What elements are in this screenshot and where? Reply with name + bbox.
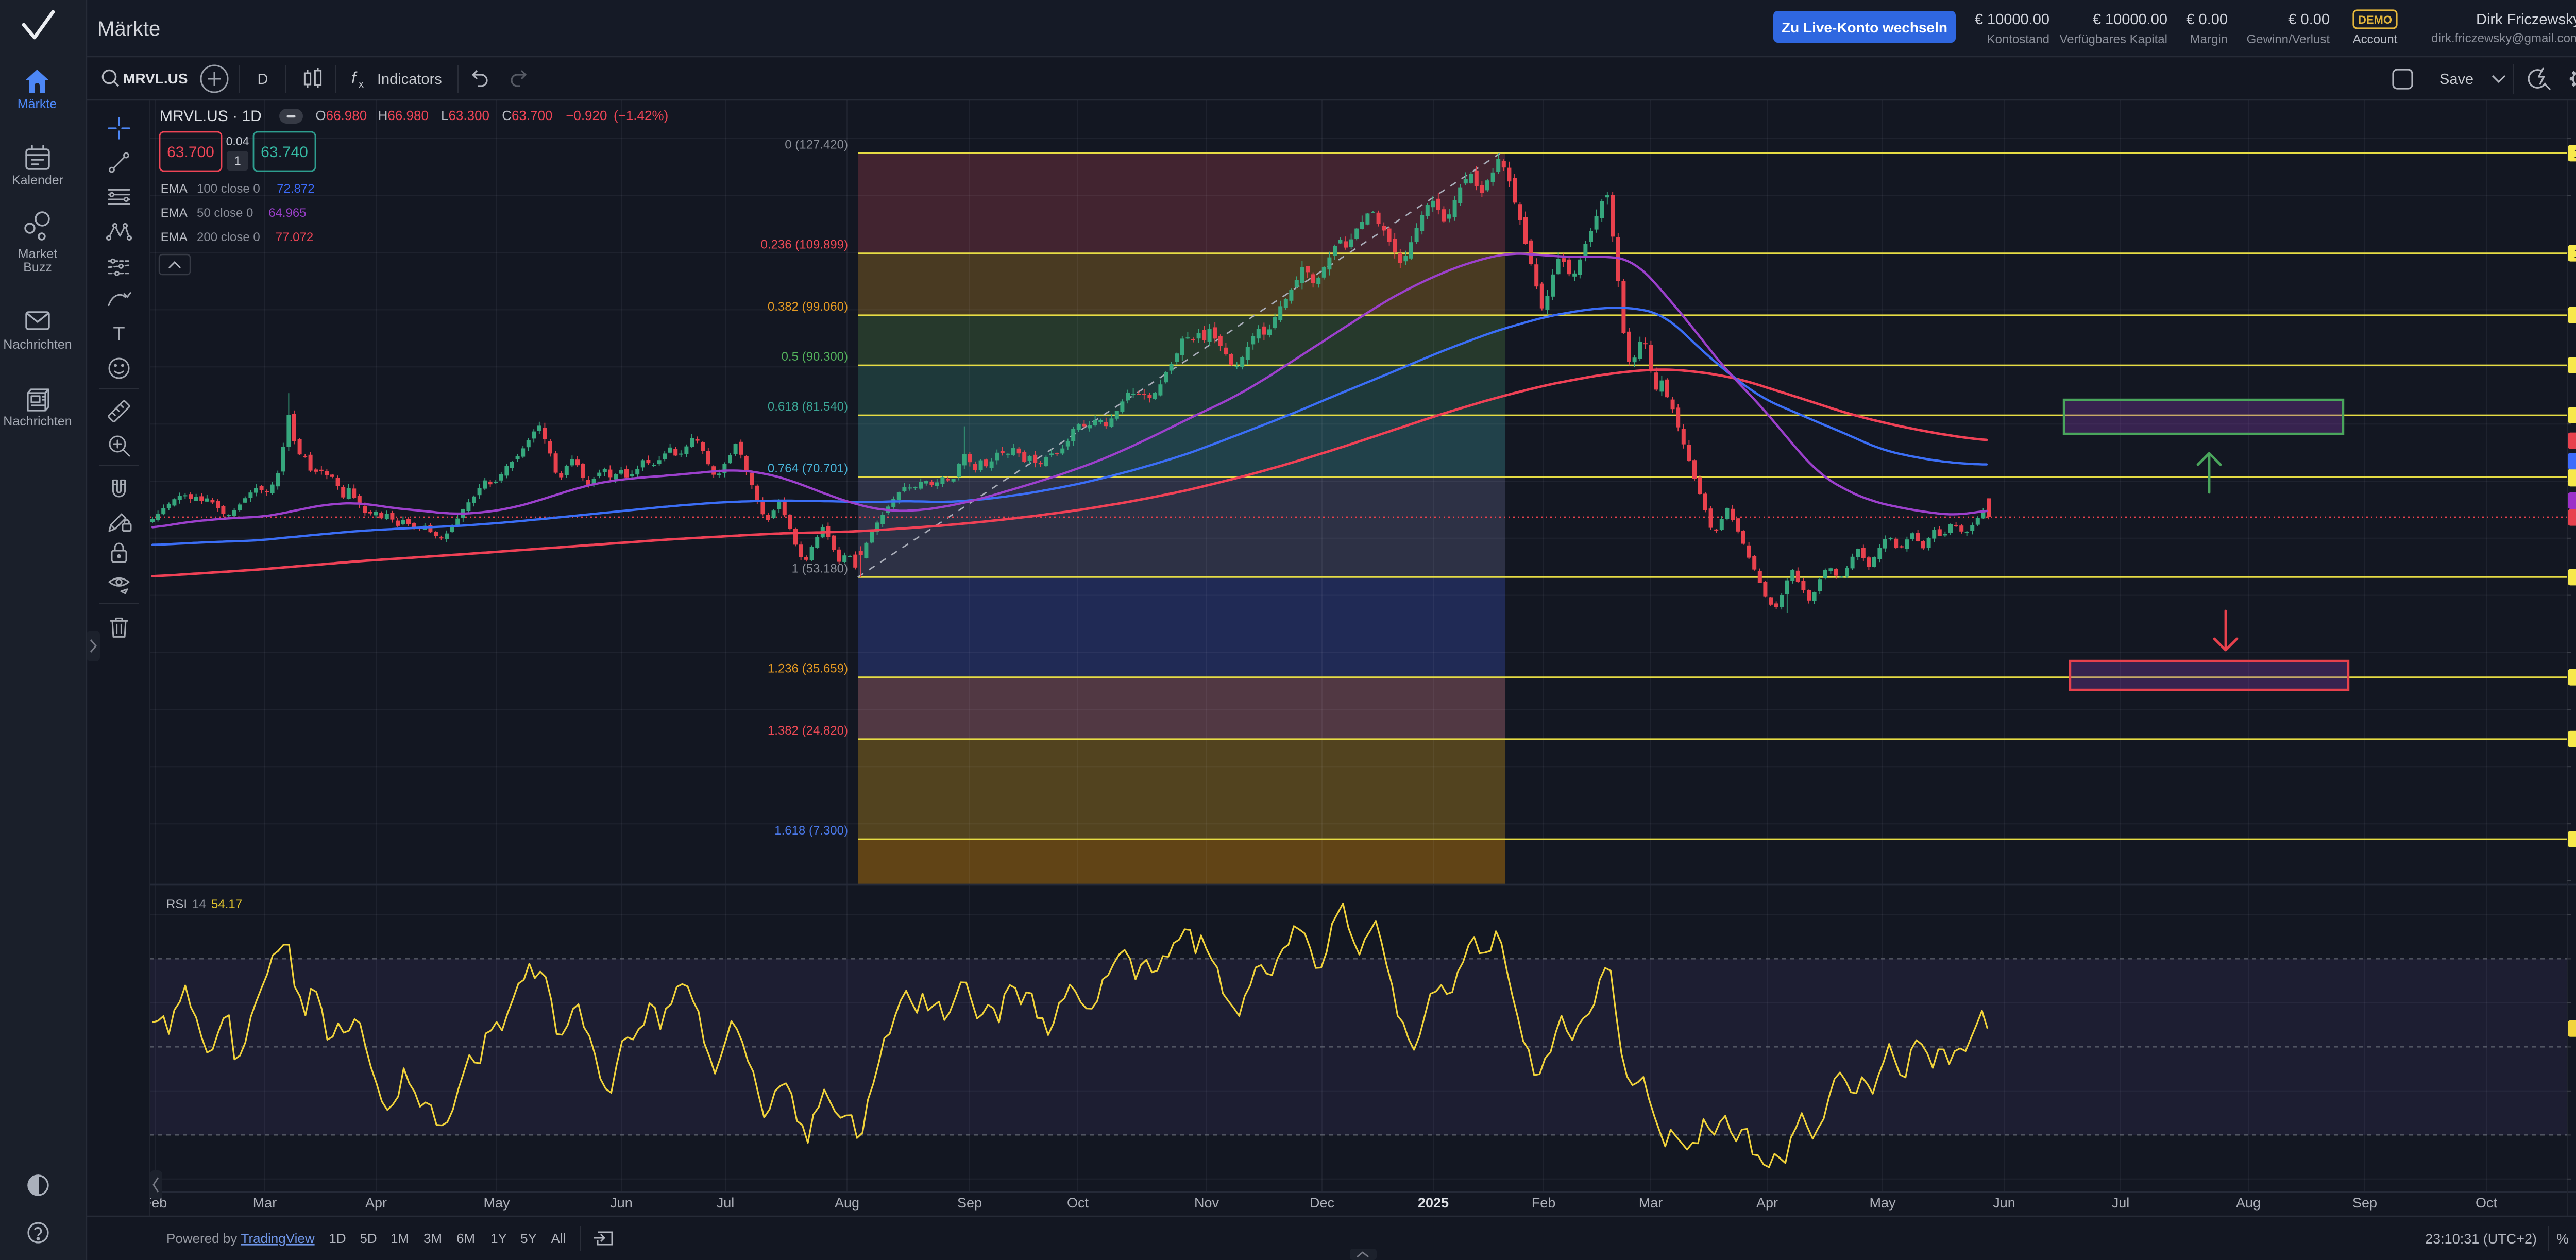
svg-text:1.382 (24.820): 1.382 (24.820) <box>768 724 848 738</box>
svg-text:dirk.friczewsky@gmail.com: dirk.friczewsky@gmail.com <box>2431 31 2576 45</box>
svg-text:Market: Market <box>18 247 57 261</box>
svg-text:%: % <box>2556 1231 2569 1247</box>
svg-text:5D: 5D <box>360 1231 377 1246</box>
svg-text:5Y: 5Y <box>520 1231 537 1246</box>
svg-text:Sep: Sep <box>2352 1195 2377 1211</box>
svg-text:Nachrichten: Nachrichten <box>3 337 72 352</box>
svg-text:All: All <box>551 1231 566 1246</box>
svg-text:1 (53.180): 1 (53.180) <box>792 561 848 575</box>
svg-text:MRVL.US: MRVL.US <box>123 71 188 87</box>
svg-text:Nov: Nov <box>1194 1195 1219 1211</box>
svg-text:Mar: Mar <box>253 1195 277 1211</box>
svg-text:Nachrichten: Nachrichten <box>3 414 72 429</box>
svg-text:1.618 (7.300): 1.618 (7.300) <box>774 824 848 838</box>
svg-text:Oct: Oct <box>1067 1195 1089 1211</box>
svg-text:0.764 (70.701): 0.764 (70.701) <box>768 462 848 475</box>
svg-text:Apr: Apr <box>365 1195 387 1211</box>
svg-text:Apr: Apr <box>1756 1195 1778 1211</box>
svg-text:0.618 (81.540): 0.618 (81.540) <box>768 400 848 414</box>
svg-text:Jun: Jun <box>610 1195 633 1211</box>
svg-text:€ 0.00: € 0.00 <box>2186 11 2228 28</box>
svg-text:3M: 3M <box>423 1231 442 1246</box>
svg-text:63.740: 63.740 <box>261 144 308 161</box>
svg-text:1: 1 <box>234 154 241 168</box>
svg-text:Sep: Sep <box>957 1195 982 1211</box>
svg-text:Dec: Dec <box>1310 1195 1334 1211</box>
svg-text:Verfügbares Kapital: Verfügbares Kapital <box>2060 32 2167 46</box>
svg-text:0.236 (109.899): 0.236 (109.899) <box>761 238 848 252</box>
svg-text:127.420: 127.420 <box>2574 147 2576 161</box>
svg-text:Feb: Feb <box>1532 1195 1556 1211</box>
svg-text:Aug: Aug <box>835 1195 859 1211</box>
svg-text:Kontostand: Kontostand <box>1987 32 2049 46</box>
svg-text:109.899: 109.899 <box>2574 247 2576 261</box>
svg-text:May: May <box>1869 1195 1896 1211</box>
svg-text:0.04: 0.04 <box>226 134 249 148</box>
svg-text:Jul: Jul <box>717 1195 735 1211</box>
svg-text:D: D <box>258 71 268 88</box>
svg-text:1.236 (35.659): 1.236 (35.659) <box>768 662 848 676</box>
svg-text:0.5 (90.300): 0.5 (90.300) <box>782 350 848 364</box>
svg-text:Märkte: Märkte <box>97 18 160 40</box>
svg-text:Jul: Jul <box>2112 1195 2130 1211</box>
svg-text:1M: 1M <box>391 1231 409 1246</box>
svg-text:Dirk Friczewsky: Dirk Friczewsky <box>2476 11 2576 28</box>
svg-text:23:10:31 (UTC+2): 23:10:31 (UTC+2) <box>2425 1231 2537 1247</box>
svg-text:€ 0.00: € 0.00 <box>2288 11 2330 28</box>
svg-text:Indicators: Indicators <box>377 71 442 88</box>
svg-text:Aug: Aug <box>2236 1195 2261 1211</box>
svg-text:€ 10000.00: € 10000.00 <box>2093 11 2167 28</box>
svg-text:63.700: 63.700 <box>167 144 214 161</box>
svg-text:1D: 1D <box>329 1231 346 1246</box>
svg-text:Gewinn/Verlust: Gewinn/Verlust <box>2247 32 2330 46</box>
svg-text:Märkte: Märkte <box>18 97 57 111</box>
svg-text:T: T <box>113 323 125 345</box>
svg-text:Mar: Mar <box>1639 1195 1663 1211</box>
svg-text:Save: Save <box>2439 71 2473 88</box>
svg-text:Zu Live-Konto wechseln: Zu Live-Konto wechseln <box>1782 20 1947 36</box>
svg-text:0 (127.420): 0 (127.420) <box>785 138 848 151</box>
svg-text:Account: Account <box>2353 32 2398 46</box>
svg-text:2025: 2025 <box>1418 1195 1449 1211</box>
svg-text:May: May <box>483 1195 510 1211</box>
svg-text:Margin: Margin <box>2190 32 2228 46</box>
svg-text:MRVL.US · 1D: MRVL.US · 1D <box>160 108 262 125</box>
svg-text:0.382 (99.060): 0.382 (99.060) <box>768 300 848 314</box>
svg-text:Oct: Oct <box>2476 1195 2498 1211</box>
svg-text:x: x <box>359 79 364 90</box>
svg-text:1Y: 1Y <box>490 1231 507 1246</box>
svg-text:Buzz: Buzz <box>23 260 52 275</box>
svg-text:€ 10000.00: € 10000.00 <box>1975 11 2049 28</box>
svg-text:Jun: Jun <box>1993 1195 2015 1211</box>
svg-text:DEMO: DEMO <box>2358 13 2392 26</box>
svg-text:Powered by TradingView: Powered by TradingView <box>166 1231 315 1246</box>
svg-text:Kalender: Kalender <box>12 173 63 188</box>
svg-text:6M: 6M <box>456 1231 475 1246</box>
